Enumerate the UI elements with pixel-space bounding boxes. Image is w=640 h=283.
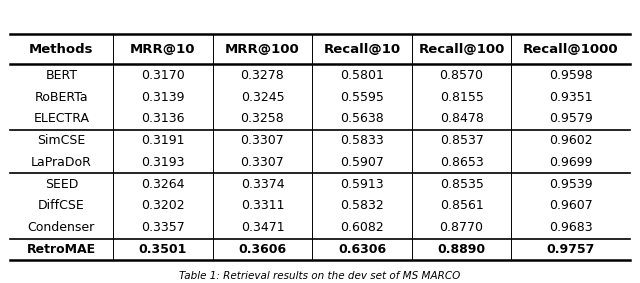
Text: Methods: Methods <box>29 43 93 56</box>
Text: 0.9602: 0.9602 <box>549 134 593 147</box>
Text: 0.9757: 0.9757 <box>547 243 595 256</box>
Text: ELECTRA: ELECTRA <box>33 112 90 125</box>
Text: 0.5801: 0.5801 <box>340 69 384 82</box>
Text: 0.8653: 0.8653 <box>440 156 483 169</box>
Text: MRR@100: MRR@100 <box>225 43 300 56</box>
Text: SEED: SEED <box>45 178 78 191</box>
Text: 0.3307: 0.3307 <box>241 134 284 147</box>
Text: 0.6306: 0.6306 <box>338 243 386 256</box>
Text: 0.3258: 0.3258 <box>241 112 284 125</box>
Text: 0.9539: 0.9539 <box>549 178 593 191</box>
Text: 0.5832: 0.5832 <box>340 200 384 213</box>
Text: 0.8537: 0.8537 <box>440 134 484 147</box>
Text: Table 1: Retrieval results on the dev set of MS MARCO: Table 1: Retrieval results on the dev se… <box>179 271 461 281</box>
Text: 0.3278: 0.3278 <box>241 69 284 82</box>
Text: 0.8535: 0.8535 <box>440 178 484 191</box>
Text: BERT: BERT <box>45 69 77 82</box>
Text: 0.9699: 0.9699 <box>549 156 593 169</box>
Text: 0.3311: 0.3311 <box>241 200 284 213</box>
Text: 0.8770: 0.8770 <box>440 221 484 234</box>
Text: 0.5907: 0.5907 <box>340 156 384 169</box>
Text: RetroMAE: RetroMAE <box>27 243 96 256</box>
Text: 0.9598: 0.9598 <box>549 69 593 82</box>
Text: 0.3374: 0.3374 <box>241 178 284 191</box>
Text: MRR@10: MRR@10 <box>130 43 196 56</box>
Text: 0.9579: 0.9579 <box>549 112 593 125</box>
Text: 0.8561: 0.8561 <box>440 200 483 213</box>
Text: 0.5638: 0.5638 <box>340 112 384 125</box>
Text: 0.3606: 0.3606 <box>238 243 287 256</box>
Text: 0.3245: 0.3245 <box>241 91 284 104</box>
Text: 0.5913: 0.5913 <box>340 178 384 191</box>
Text: Recall@100: Recall@100 <box>419 43 505 56</box>
Text: DiffCSE: DiffCSE <box>38 200 84 213</box>
Text: Condenser: Condenser <box>28 221 95 234</box>
Text: 0.3202: 0.3202 <box>141 200 185 213</box>
Text: RoBERTa: RoBERTa <box>35 91 88 104</box>
Text: 0.5595: 0.5595 <box>340 91 384 104</box>
Text: LaPraDoR: LaPraDoR <box>31 156 92 169</box>
Text: 0.3136: 0.3136 <box>141 112 184 125</box>
Text: 0.9683: 0.9683 <box>549 221 593 234</box>
Text: 0.8890: 0.8890 <box>438 243 486 256</box>
Text: Recall@1000: Recall@1000 <box>523 43 619 56</box>
Text: 0.6082: 0.6082 <box>340 221 384 234</box>
Text: 0.3193: 0.3193 <box>141 156 184 169</box>
Text: 0.3170: 0.3170 <box>141 69 185 82</box>
Text: 0.3471: 0.3471 <box>241 221 284 234</box>
Text: SimCSE: SimCSE <box>37 134 86 147</box>
Text: 0.5833: 0.5833 <box>340 134 384 147</box>
Text: 0.8478: 0.8478 <box>440 112 484 125</box>
Text: 0.3501: 0.3501 <box>139 243 187 256</box>
Text: 0.9607: 0.9607 <box>549 200 593 213</box>
Text: 0.3139: 0.3139 <box>141 91 184 104</box>
Text: 0.3191: 0.3191 <box>141 134 184 147</box>
Text: Recall@10: Recall@10 <box>323 43 401 56</box>
Text: 0.3264: 0.3264 <box>141 178 184 191</box>
Text: 0.9351: 0.9351 <box>549 91 593 104</box>
Text: 0.3307: 0.3307 <box>241 156 284 169</box>
Text: 0.3357: 0.3357 <box>141 221 185 234</box>
Text: 0.8155: 0.8155 <box>440 91 484 104</box>
Text: 0.8570: 0.8570 <box>440 69 484 82</box>
